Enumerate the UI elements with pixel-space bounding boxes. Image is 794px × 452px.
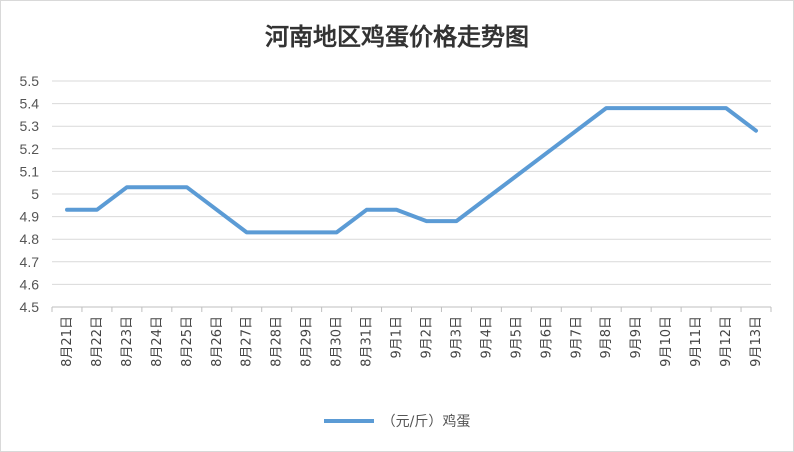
x-tick-label: 9月10日 xyxy=(659,316,674,367)
legend: （元/斤）鸡蛋 xyxy=(1,411,793,431)
x-tick-label: 9月7日 xyxy=(569,316,584,359)
x-tick-label: 8月21日 xyxy=(60,316,75,367)
y-tick-label: 5.4 xyxy=(20,96,40,112)
x-tick-label: 8月31日 xyxy=(360,316,375,367)
y-tick-label: 5 xyxy=(31,186,39,202)
series-line xyxy=(65,106,758,235)
x-tick-label: 9月6日 xyxy=(539,316,554,359)
x-tick-label: 9月2日 xyxy=(419,316,434,359)
x-tick-label: 9月12日 xyxy=(719,316,734,367)
x-tick-label: 8月28日 xyxy=(270,316,285,367)
x-tick-label: 9月1日 xyxy=(390,316,405,359)
x-tick-label: 9月9日 xyxy=(629,316,644,359)
x-tick-label: 9月3日 xyxy=(449,316,464,359)
y-tick-label: 4.5 xyxy=(20,299,40,315)
x-tick-label: 8月26日 xyxy=(210,316,225,367)
x-tick-label: 8月25日 xyxy=(180,316,195,367)
legend-swatch xyxy=(323,419,374,423)
x-tick-label: 9月13日 xyxy=(749,316,764,367)
y-tick-label: 5.2 xyxy=(20,141,40,157)
y-tick-label: 5.1 xyxy=(20,163,40,179)
x-tick-label: 9月5日 xyxy=(509,316,524,359)
y-tick-label: 5.5 xyxy=(20,73,40,89)
x-tick-label: 8月24日 xyxy=(150,316,165,367)
y-tick-label: 4.8 xyxy=(20,231,40,247)
x-tick-label: 8月23日 xyxy=(120,316,135,367)
x-tick-label: 9月4日 xyxy=(479,316,494,359)
y-tick-label: 5.3 xyxy=(20,118,40,134)
y-tick-label: 4.9 xyxy=(20,209,40,225)
x-tick-label: 9月8日 xyxy=(599,316,614,359)
x-tick-label: 8月30日 xyxy=(330,316,345,367)
x-tick-label: 8月27日 xyxy=(240,316,255,367)
x-tick-label: 9月11日 xyxy=(689,316,704,367)
y-tick-label: 4.7 xyxy=(20,254,40,270)
chart-title: 河南地区鸡蛋价格走势图 xyxy=(265,22,529,51)
x-tick-label: 8月22日 xyxy=(90,316,105,367)
legend-label: （元/斤）鸡蛋 xyxy=(381,414,471,430)
y-tick-label: 4.6 xyxy=(20,276,40,292)
x-tick-label: 8月29日 xyxy=(300,316,315,367)
